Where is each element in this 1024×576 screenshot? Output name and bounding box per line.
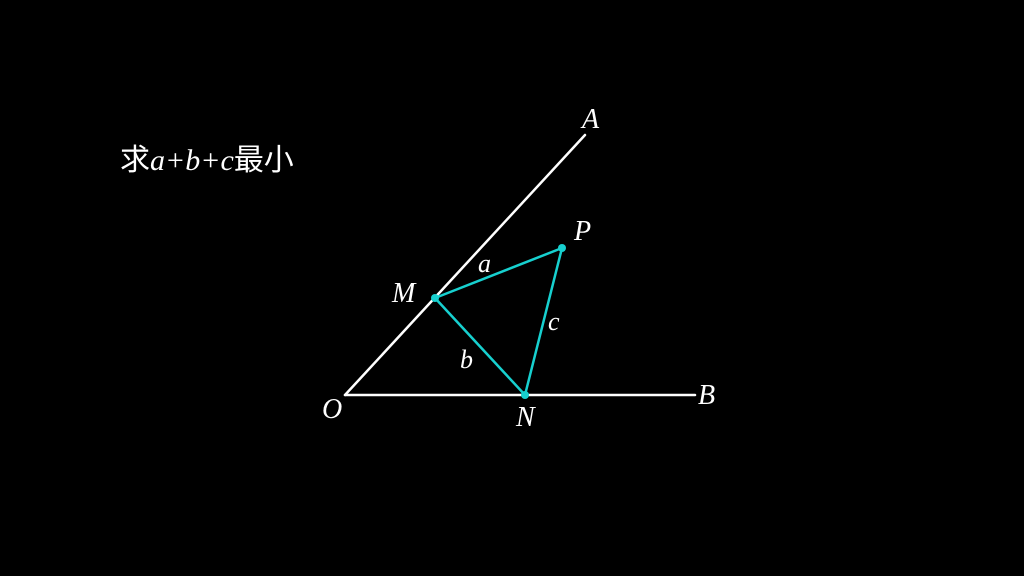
problem-title: 求a+b+c最小 (120, 144, 294, 177)
label-N: N (515, 402, 536, 433)
label-A: A (580, 104, 600, 135)
label-M: M (391, 278, 417, 309)
label-a: a (478, 249, 491, 278)
edge-a-MP (435, 248, 562, 298)
label-c: c (548, 307, 560, 336)
label-B: B (698, 380, 715, 411)
title-expr: a+b+c (150, 144, 234, 177)
label-O: O (322, 394, 342, 425)
point-M (431, 294, 439, 302)
title-suffix: 最小 (234, 144, 294, 177)
label-P: P (573, 216, 591, 247)
edge-b-MN (435, 298, 525, 395)
geometry-diagram: 求a+b+c最小 O A B M N P a b c (0, 0, 1024, 576)
point-P (558, 244, 566, 252)
point-N (521, 391, 529, 399)
title-prefix: 求 (120, 144, 150, 177)
label-b: b (460, 345, 473, 374)
